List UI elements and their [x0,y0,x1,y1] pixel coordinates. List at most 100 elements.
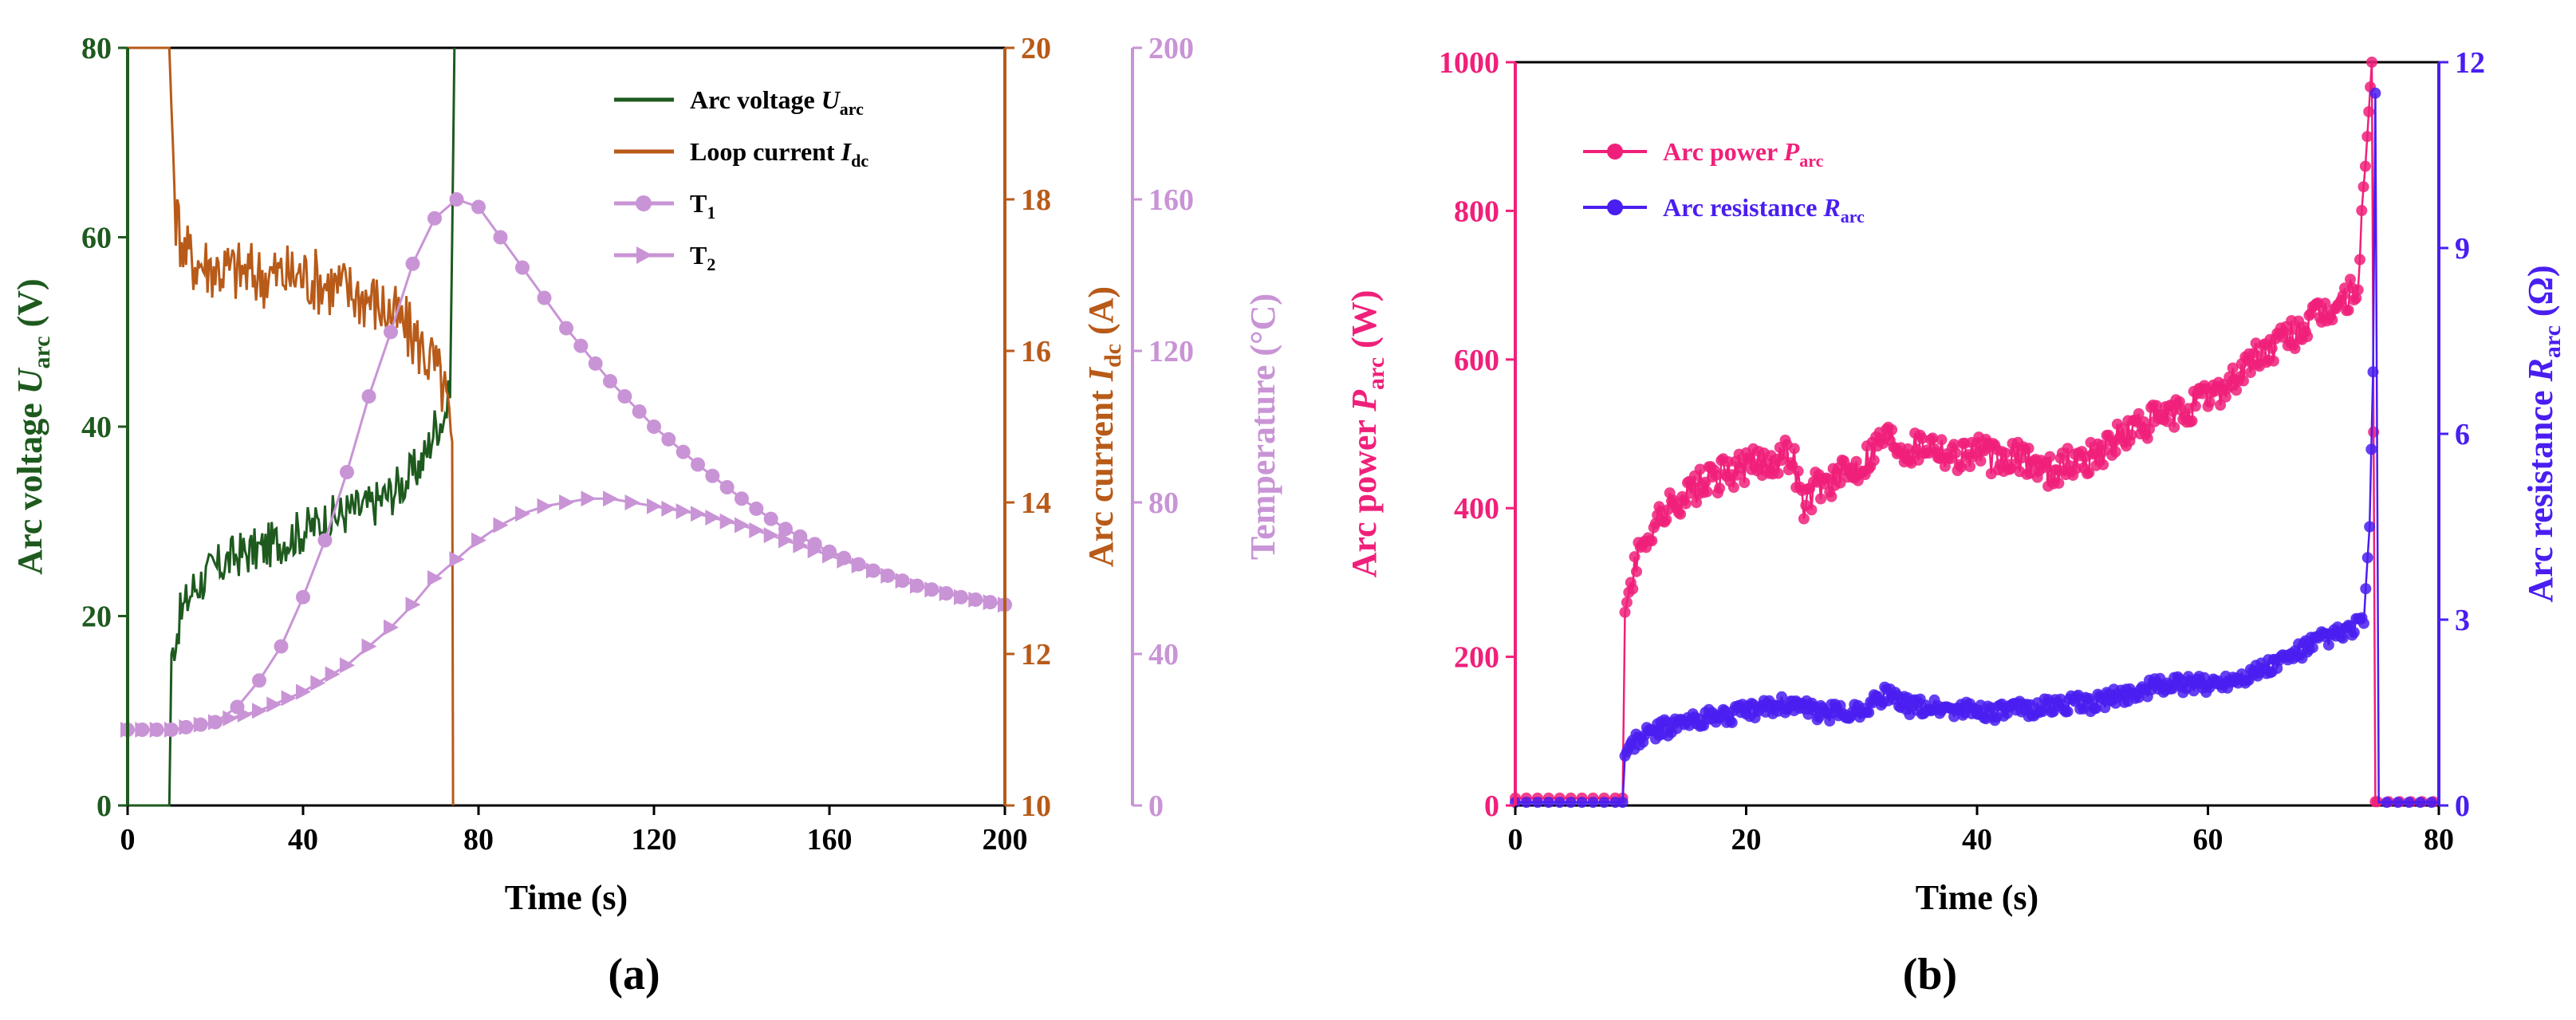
a-ylabel-left-main: Arc voltage [10,394,49,574]
a-t1-point [405,256,420,271]
a-t2-point [735,517,750,534]
b-power-point [2238,375,2249,387]
b-resistance-point [2381,797,2393,809]
a-t1-point [617,389,632,404]
a-t1-point [493,230,508,245]
b-ytick-right-label: 6 [2455,418,2470,451]
b-power-point [2319,297,2331,309]
b-power-point [2168,421,2180,433]
b-power-point [2231,384,2243,396]
b-power-point [1694,463,1706,475]
a-t2-point [880,567,896,584]
b-power-point [1950,447,1962,459]
b-ylabel-left-unit: (W) [1345,290,1384,357]
a-t2-point [647,498,662,514]
a-ytick-left-label: 20 [81,601,112,634]
a-t2-point [237,707,253,723]
b-ylabel-right-sym: R [2521,358,2560,382]
a-t1-point [537,290,552,305]
b-power-point [1710,469,1722,481]
a-xtick-label: 200 [983,823,1028,857]
a-t1-point [632,404,647,419]
b-power-point [1646,535,1658,547]
b-ylabel-right-main: Arc resistance [2521,382,2560,603]
b-ylabel-right-unit: (Ω) [2521,266,2560,326]
b-power-point [2345,274,2356,286]
a-t1-point [705,468,720,483]
a-t1-point [661,431,676,447]
b-legend-marker [1607,144,1623,159]
b-power-point [1727,482,1739,493]
b-resistance-point [1726,717,1738,729]
b-ytick-left-label: 0 [1484,790,1499,823]
a-xtick-label: 80 [463,823,494,857]
b-resistance-point [2348,627,2360,638]
a-ytick-right1-label: 12 [1021,638,1051,671]
b-resistance-point [2306,642,2318,654]
a-t1-point [588,356,603,371]
a-ytick-right1-label: 14 [1021,486,1051,520]
a-t1-point [691,457,705,472]
a-ytick-right1-label: 16 [1021,335,1051,368]
b-power-point [2044,451,2056,463]
a-ylabel-left-sub: arc [29,336,55,368]
a-t2-point [208,714,223,731]
b-resistance-point [2367,366,2379,378]
a-t1-point [763,511,778,526]
a-t2-point [895,573,911,589]
b-power-point [2173,396,2185,408]
b-power-point [2352,284,2364,296]
b-resistance-point [2360,583,2372,595]
a-t2-point [793,537,809,553]
a-t2-point [705,510,721,526]
b-ytick-left-label: 400 [1454,492,1499,526]
b-power-point [1627,583,1639,595]
a-t2-point [822,547,837,564]
b-power-point [2023,443,2034,455]
b-ytick-right-label: 3 [2455,604,2470,637]
b-xtick-label: 80 [2424,823,2454,857]
b-power-point [2089,447,2100,459]
b-power-point [2366,57,2377,68]
a-t1-point [317,533,333,548]
b-power-point [2204,396,2216,408]
a-t2-point [778,532,794,549]
b-ytick-left-label: 1000 [1439,46,1499,80]
b-resistance-point [1565,797,1577,809]
a-series-line-0 [128,47,456,807]
b-resistance-point [1576,797,1588,809]
a-t1-point [274,639,289,654]
a-ylabel-right2: Temperature (°C) [1243,293,1282,560]
b-power-point [2015,452,2027,464]
b-power-point [2109,446,2121,458]
a-t2-point [449,551,465,568]
a-t1-point [449,192,464,207]
b-ylabel-right-sub: arc [2539,325,2566,358]
b-ytick-right-label: 12 [2455,46,2485,80]
a-t1-point [559,321,573,336]
a-ylabel-right1-unit: (A) [1081,286,1121,344]
b-resistance-point [2392,797,2404,809]
b-ylabel-left-main: Arc power [1345,412,1384,578]
a-t2-point [939,585,955,601]
b-power-point [1714,482,1726,494]
b-power-point [1798,513,1810,525]
a-ytick-right2-label: 0 [1148,790,1164,823]
a-t2-point [851,557,867,574]
b-power-point [1948,439,1960,451]
b-resistance-point [2361,552,2373,564]
b-resistance-point [1598,797,1610,809]
b-power-point [1660,514,1672,526]
panel-a: 0 40 80 120 160 20002040608010121416182004080… [10,32,1282,999]
a-t2-point [983,594,998,611]
b-ytick-right-label: 9 [2455,232,2470,266]
a-t1-point [296,589,310,605]
b-legend-marker [1607,199,1623,215]
b-power-point [2083,467,2095,478]
b-legend: Arc power Parc Arc resistance Rarc [1583,137,1865,226]
a-ytick-left-label: 80 [81,32,112,65]
a-ytick-left-label: 60 [81,222,112,255]
a-ytick-right2-label: 200 [1148,32,1194,65]
b-legend-label: Arc power Parc [1663,137,1824,171]
